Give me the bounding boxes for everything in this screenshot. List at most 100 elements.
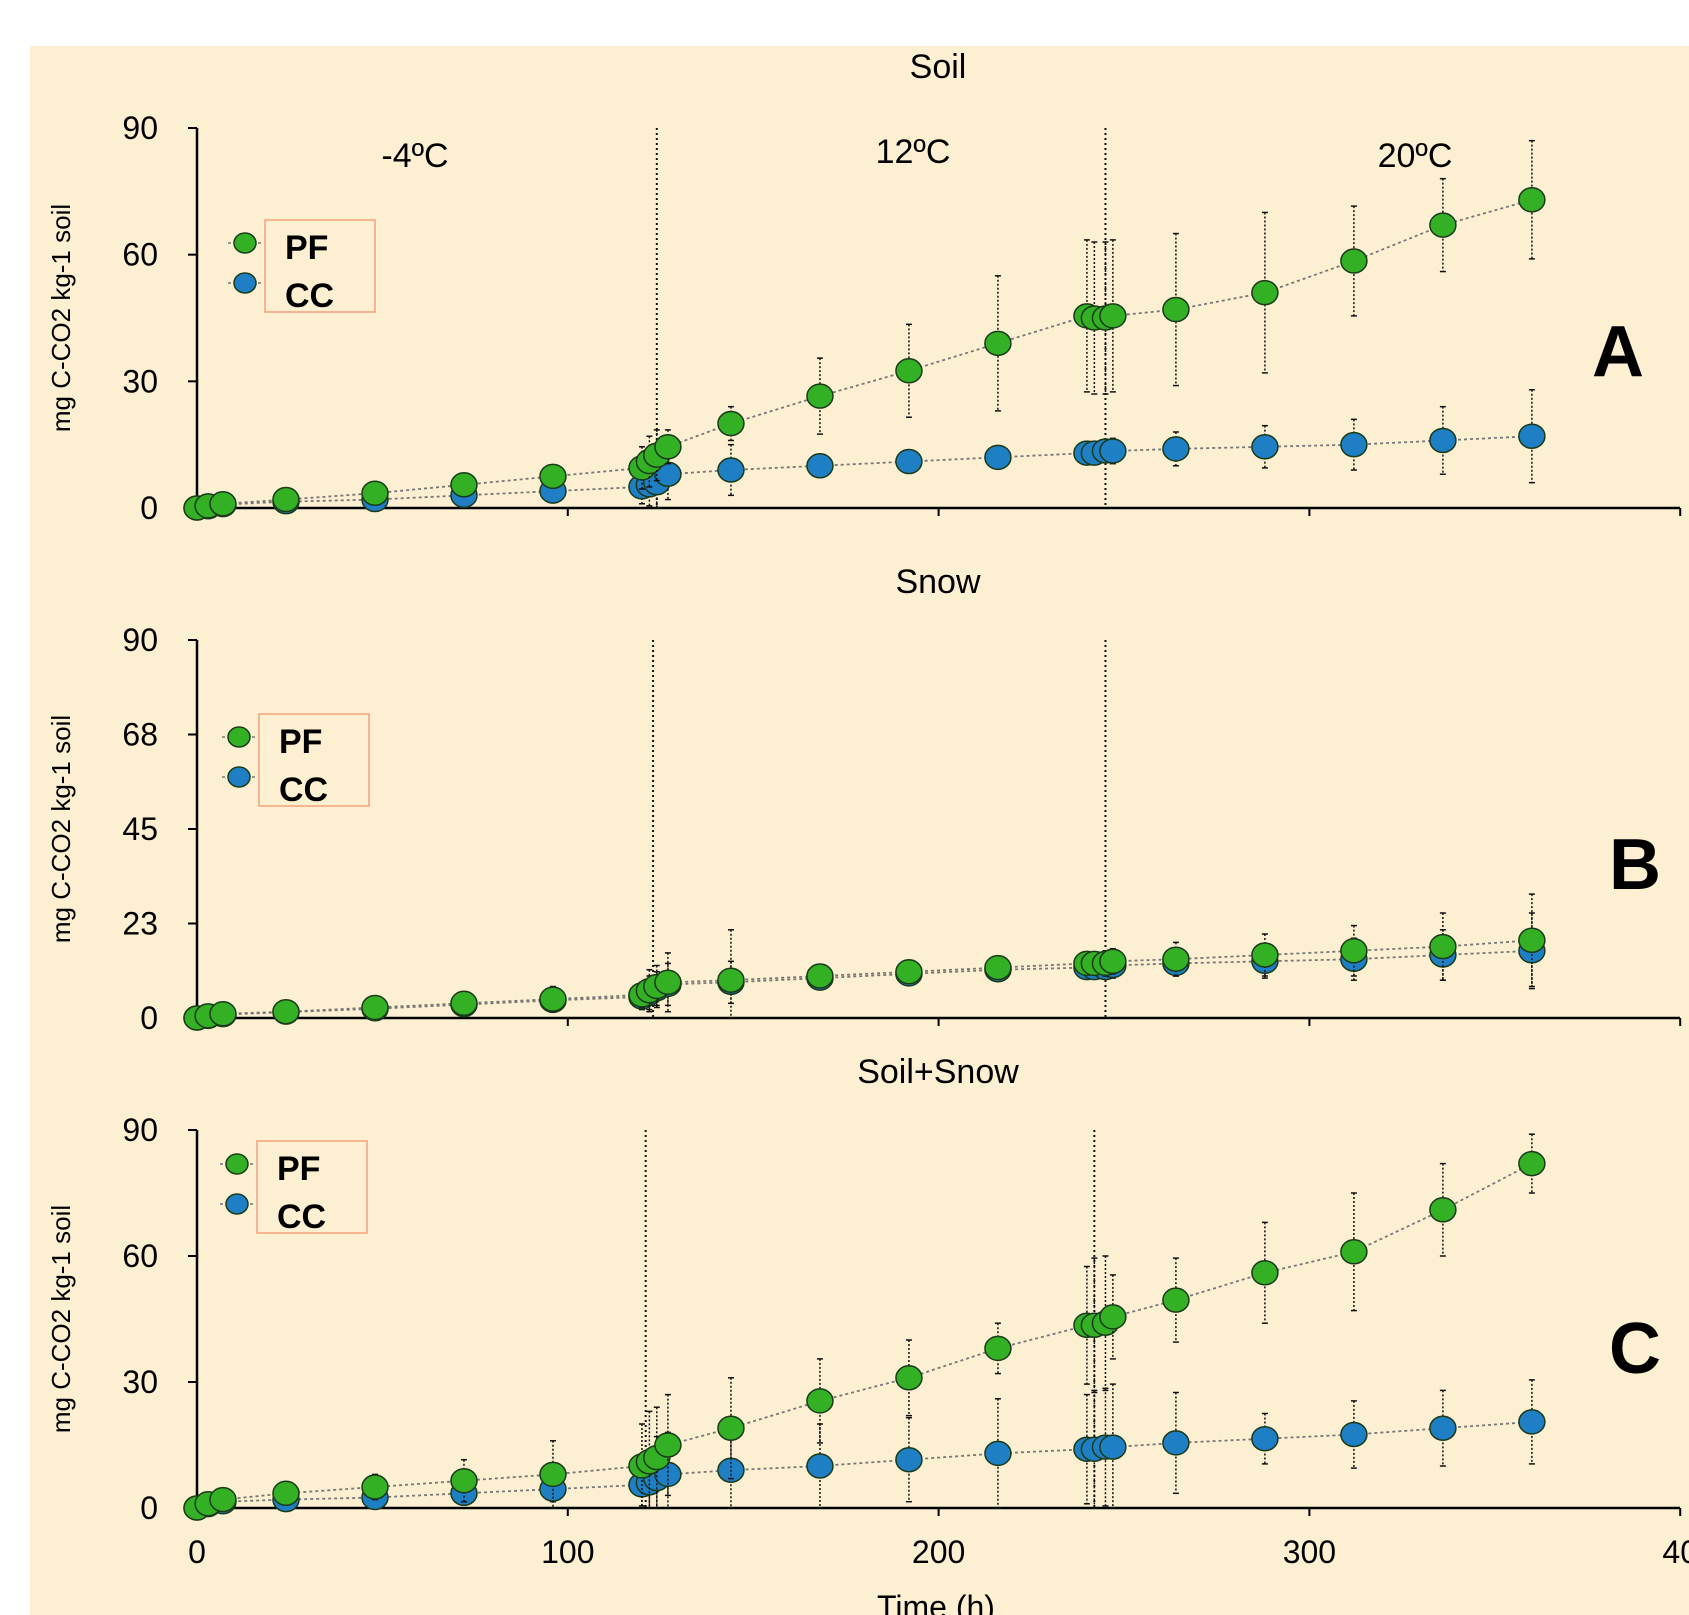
legend-box [258,713,370,807]
data-point-pf [895,959,923,985]
y-tick-label: 30 [122,363,158,399]
legend-label-cc: CC [285,277,334,315]
panel-soil: Soil 0 30 60 90 mg C-CO2 kg-1 soil PF CC A [46,48,1682,526]
temp-label-minus4: -4ºC [381,137,448,175]
legend-marker-cc [225,1193,249,1215]
data-point-cc [806,1453,834,1479]
y-tick-label: 30 [122,1364,158,1400]
data-point-cc [1162,1430,1190,1456]
x-tick-label: 300 [1283,1534,1336,1570]
series-line [196,939,1532,1019]
legend-label-pf: PF [285,229,328,267]
data-point-pf [717,410,745,437]
data-point-pf [539,986,567,1012]
series-pf [183,1133,1546,1521]
data-point-pf [895,358,923,384]
data-point-pf [1162,946,1190,972]
data-point-pf [1251,279,1279,306]
legend-label-pf: PF [279,723,322,761]
legend-box [256,1140,368,1234]
data-point-cc [984,444,1012,471]
legend-label-cc: CC [279,771,328,809]
data-point-pf [1099,1304,1127,1330]
series-line [196,1421,1532,1509]
y-tick-label: 90 [122,622,158,658]
x-tick-label: 200 [912,1534,965,1570]
y-axis-label: mg C-CO2 kg-1 soil [46,715,76,943]
data-point-cc [806,453,834,479]
y-tick-label: 0 [140,490,158,526]
data-point-pf [984,954,1012,981]
data-point-pf [1162,296,1190,323]
data-point-pf [539,1461,567,1488]
data-point-cc [1099,438,1127,464]
panel-title: Soil+Snow [857,1053,1019,1091]
data-point-pf [272,486,300,513]
data-point-cc [1429,427,1457,454]
data-point-pf [1340,938,1368,964]
y-axis-label: mg C-CO2 kg-1 soil [46,204,76,432]
data-point-pf [361,994,389,1021]
panel-title: Soil [910,48,967,86]
data-point-pf [1429,933,1457,960]
y-tick-label: 0 [140,1490,158,1526]
y-tick-label: 23 [122,906,158,942]
data-point-pf [1518,927,1546,954]
legend: PF CC [222,713,370,809]
data-point-cc [1340,1421,1368,1448]
data-point-cc [1429,1415,1457,1441]
y-tick-label: 90 [122,1112,158,1148]
data-point-pf [450,990,478,1017]
data-point-pf [450,472,478,498]
series-cc [183,389,1546,521]
data-point-pf [1340,1239,1368,1265]
legend-marker-cc [233,272,257,294]
data-point-cc [1518,423,1546,449]
data-point-cc [895,1446,923,1473]
data-point-pf [450,1467,478,1494]
x-tick-label: 100 [541,1534,594,1570]
data-point-cc [984,1440,1012,1467]
data-point-pf [361,480,389,506]
data-point-cc [1518,1409,1546,1435]
data-point-pf [1340,248,1368,274]
data-point-cc [1251,1425,1279,1452]
legend: PF CC [220,1140,368,1236]
data-point-pf [654,434,682,460]
series-line [196,435,1532,509]
x-axis-tick-labels: 0 100 200 300 40 [188,1534,1689,1570]
y-tick-label: 90 [122,110,158,146]
y-tick-label: 60 [122,237,158,273]
panel-letter: A [1592,312,1644,392]
x-tick-label: 0 [188,1534,206,1570]
data-point-cc [1251,434,1279,460]
series-line [196,198,1533,509]
data-point-pf [209,1486,237,1513]
data-point-pf [1429,1197,1457,1223]
data-point-pf [1429,212,1457,238]
x-axis-label: Time (h) [877,1589,995,1615]
y-tick-label: 60 [122,1238,158,1274]
data-point-pf [272,1480,300,1507]
legend-marker-cc [227,766,251,788]
panel-snow: Snow 0 23 45 68 90 mg C-CO2 kg-1 soil PF CC B [46,563,1682,1036]
data-point-pf [806,1388,834,1414]
data-point-pf [1518,187,1546,213]
y-axis-label: mg C-CO2 kg-1 soil [46,1205,76,1433]
y-tick-label: 0 [140,1000,158,1036]
data-point-pf [272,998,300,1025]
series-pf [183,893,1546,1031]
series-pf [183,139,1546,521]
panel-letter: B [1609,825,1661,905]
y-tick-label: 68 [122,717,158,753]
series-line [196,1162,1533,1509]
data-point-pf [984,1335,1012,1362]
temp-label-12: 12ºC [876,133,951,171]
data-point-pf [1162,1287,1190,1313]
y-tick-label: 45 [122,811,158,847]
data-point-pf [654,969,682,996]
data-point-pf [1099,303,1127,329]
data-point-pf [1099,948,1127,975]
